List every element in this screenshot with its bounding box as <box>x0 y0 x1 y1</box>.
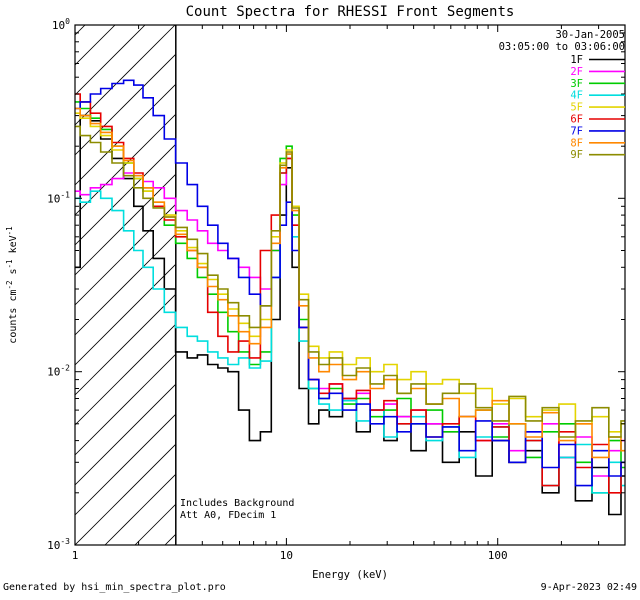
legend-label: 7F <box>570 125 583 137</box>
observation-date: 30-Jan-2005 <box>555 29 625 41</box>
footer-generated-by: Generated by hsi_min_spectra_plot.pro <box>3 582 226 593</box>
legend-label: 9F <box>570 149 583 161</box>
series-line-9F <box>75 125 625 438</box>
excluded-region-hatch <box>75 25 176 545</box>
legend-entry-3F: 3F <box>570 78 625 90</box>
plot-title: Count Spectra for RHESSI Front Segments <box>185 4 515 20</box>
spectra-curves <box>75 79 625 516</box>
y-axis-tick-label: 10-3 <box>47 537 70 552</box>
legend-label: 8F <box>570 137 583 149</box>
x-axis-tick-label: 100 <box>488 549 508 562</box>
annotation-includes-background: Includes Background <box>180 498 295 509</box>
x-axis-tick-label: 10 <box>280 549 293 562</box>
legend-entry-6F: 6F <box>570 114 625 126</box>
x-axis-tick-label: 1 <box>72 549 79 562</box>
x-axis-label: Energy (keV) <box>312 569 388 581</box>
legend-entry-4F: 4F <box>570 90 625 102</box>
annotation-attenuator-state: Att A0, FDecim 1 <box>180 510 277 521</box>
legend-entry-2F: 2F <box>570 66 625 78</box>
axis-ticks <box>74 24 626 546</box>
y-axis-tick-label: 10-1 <box>47 190 70 205</box>
legend-label: 3F <box>570 78 583 90</box>
legend-label: 5F <box>570 102 583 114</box>
legend-entry-8F: 8F <box>570 137 625 149</box>
y-axis-tick-label: 10-2 <box>47 364 70 379</box>
y-axis-tick-label: 100 <box>52 17 70 32</box>
footer-timestamp: 9-Apr-2023 02:49 <box>540 582 637 593</box>
legend-label: 1F <box>570 54 583 66</box>
observation-time-range: 03:05:00 to 03:06:00 <box>498 41 625 53</box>
legend-entry-7F: 7F <box>570 125 625 137</box>
legend-label: 4F <box>570 90 583 102</box>
series-line-5F <box>75 112 625 433</box>
legend-label: 6F <box>570 114 583 126</box>
legend-label: 2F <box>570 66 583 78</box>
legend-entry-1F: 1F <box>570 54 625 66</box>
legend-entry-5F: 5F <box>570 102 625 114</box>
legend-entry-9F: 9F <box>570 149 625 161</box>
y-axis-label: counts cm-2 s-1 keV-1 <box>5 226 19 343</box>
